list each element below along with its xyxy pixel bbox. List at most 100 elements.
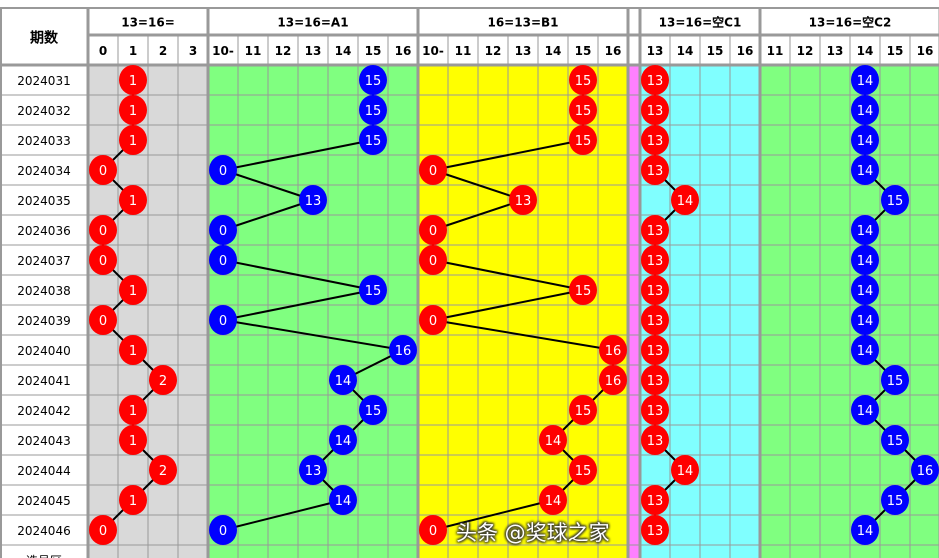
- ball-label: 14: [545, 434, 562, 449]
- value-ball: [641, 155, 669, 185]
- value-ball: [641, 95, 669, 125]
- value-ball: [119, 95, 147, 125]
- period-label: 2024043: [17, 434, 70, 448]
- period-label: 2024044: [17, 464, 70, 478]
- value-ball: [419, 305, 447, 335]
- value-ball: [359, 95, 387, 125]
- ball-label: 16: [605, 374, 622, 389]
- ball-label: 14: [857, 524, 874, 539]
- trend-line: [432, 499, 554, 531]
- group-title: 13=16=A1: [277, 16, 348, 30]
- value-ball: [881, 185, 909, 215]
- value-ball: [359, 275, 387, 305]
- value-ball: [641, 305, 669, 335]
- value-ball: [851, 305, 879, 335]
- period-label: 2024031: [17, 74, 70, 88]
- value-ball: [671, 185, 699, 215]
- value-ball: [119, 485, 147, 515]
- ball-label: 15: [365, 404, 382, 419]
- value-ball: [641, 275, 669, 305]
- value-ball: [641, 125, 669, 155]
- ball-label: 14: [335, 434, 352, 449]
- value-ball: [851, 275, 879, 305]
- ball-label: 13: [647, 494, 664, 509]
- ball-label: 14: [857, 254, 874, 269]
- value-ball: [329, 485, 357, 515]
- column-label: 3: [189, 44, 197, 58]
- value-ball: [419, 215, 447, 245]
- group-title: 13=16=空C2: [809, 15, 892, 30]
- value-ball: [119, 425, 147, 455]
- period-label: 2024035: [17, 194, 70, 208]
- value-ball: [89, 305, 117, 335]
- value-ball: [539, 425, 567, 455]
- column-label: 15: [365, 44, 382, 58]
- value-ball: [641, 245, 669, 275]
- trend-line: [222, 499, 344, 531]
- value-ball: [119, 125, 147, 155]
- ball-label: 0: [99, 524, 107, 539]
- trend-line: [222, 139, 374, 171]
- column-label: 14: [545, 44, 562, 58]
- ball-label: 13: [647, 134, 664, 149]
- trend-line: [432, 169, 524, 201]
- row-header-label: 期数: [30, 30, 59, 47]
- period-label: 2024037: [17, 254, 70, 268]
- ball-label: 15: [575, 74, 592, 89]
- period-label: 2024045: [17, 494, 70, 508]
- value-ball: [569, 65, 597, 95]
- value-ball: [329, 365, 357, 395]
- column-label: 11: [245, 44, 262, 58]
- value-ball: [359, 395, 387, 425]
- period-label: 2024034: [17, 164, 70, 178]
- value-ball: [851, 95, 879, 125]
- value-ball: [329, 425, 357, 455]
- ball-label: 0: [429, 164, 437, 179]
- period-label: 2024038: [17, 284, 70, 298]
- value-ball: [119, 185, 147, 215]
- value-ball: [641, 65, 669, 95]
- column-label: 15: [707, 44, 724, 58]
- watermark: 头条 @奖球之家: [456, 521, 610, 545]
- column-label: 16: [917, 44, 934, 58]
- column-label: 11: [767, 44, 784, 58]
- column-label: 16: [605, 44, 622, 58]
- value-ball: [119, 335, 147, 365]
- ball-label: 14: [857, 344, 874, 359]
- ball-label: 0: [429, 254, 437, 269]
- ball-label: 13: [647, 74, 664, 89]
- ball-label: 13: [647, 374, 664, 389]
- value-ball: [851, 395, 879, 425]
- ball-label: 14: [857, 284, 874, 299]
- column-label: 14: [857, 44, 874, 58]
- period-column-bg: [0, 65, 88, 558]
- ball-label: 13: [647, 314, 664, 329]
- value-ball: [359, 125, 387, 155]
- value-ball: [911, 455, 939, 485]
- trend-line: [432, 289, 584, 321]
- value-ball: [209, 215, 237, 245]
- ball-label: 14: [857, 224, 874, 239]
- column-label: 12: [797, 44, 814, 58]
- ball-label: 14: [857, 104, 874, 119]
- ball-label: 14: [335, 494, 352, 509]
- ball-label: 14: [677, 464, 694, 479]
- ball-label: 14: [857, 134, 874, 149]
- value-ball: [209, 515, 237, 545]
- ball-label: 13: [647, 164, 664, 179]
- ball-label: 2: [159, 464, 167, 479]
- value-ball: [89, 245, 117, 275]
- ball-label: 0: [99, 314, 107, 329]
- value-ball: [89, 215, 117, 245]
- value-ball: [641, 335, 669, 365]
- value-ball: [119, 275, 147, 305]
- value-ball: [209, 155, 237, 185]
- ball-label: 13: [647, 104, 664, 119]
- ball-label: 13: [647, 284, 664, 299]
- ball-label: 14: [857, 74, 874, 89]
- ball-label: 13: [647, 434, 664, 449]
- trend-line: [432, 319, 614, 351]
- ball-label: 0: [99, 164, 107, 179]
- trend-line: [222, 199, 314, 231]
